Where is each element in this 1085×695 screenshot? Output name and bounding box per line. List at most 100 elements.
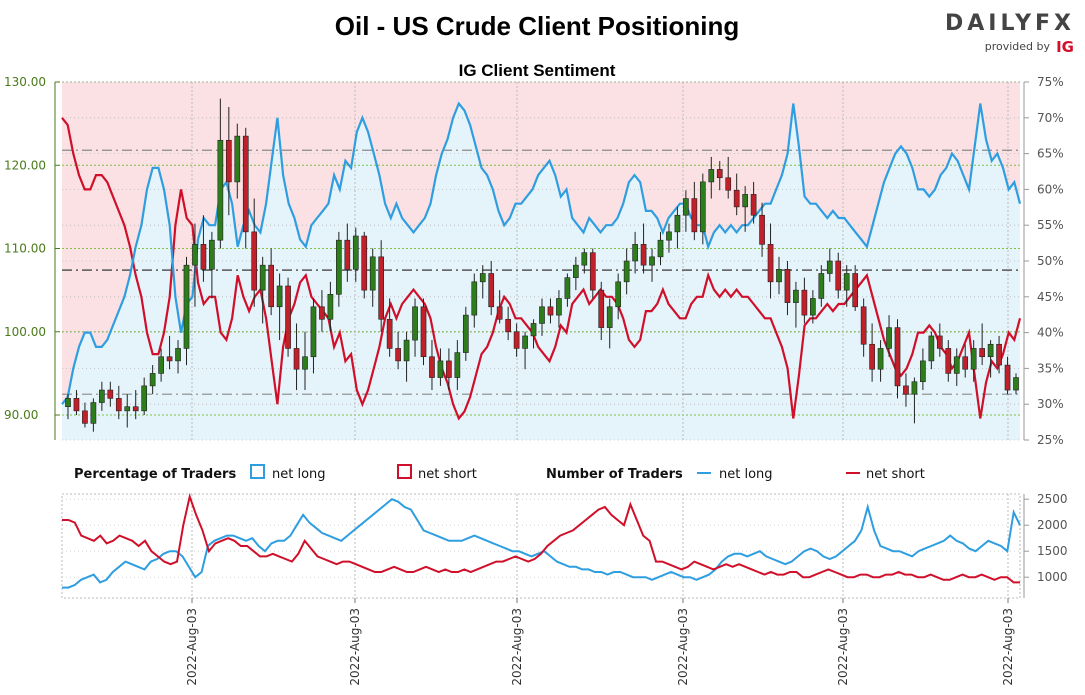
candle-body [539,306,545,324]
candle-body [945,348,952,374]
candle-body [420,306,427,358]
date-tick-label: 2022-Aug-03 [510,608,524,686]
legend-pct-long-label: net long [272,467,326,482]
candle-body [936,335,943,349]
candle [327,281,334,332]
candle-body [589,252,596,291]
candle-body [225,139,232,183]
legend-pct-short-label: net short [418,467,477,482]
candle [640,223,647,274]
candle [708,156,715,199]
candle [479,265,486,299]
candle [877,340,884,382]
candle-body [970,348,977,370]
candle-body [65,398,71,407]
candle-body [412,306,418,341]
count-tick-label: 2000 [1037,518,1068,532]
candle-body [505,318,511,333]
candle-body [657,239,664,258]
candle [759,202,765,257]
candle-body [556,298,562,316]
candle-body [911,381,918,395]
candle-body [327,294,334,320]
candle [615,273,622,320]
candle [496,290,503,324]
date-tick-label: 2022-Aug-03 [1001,608,1015,686]
candle [826,248,833,282]
candle [742,186,748,232]
candle [488,261,495,316]
candle-body [251,231,258,291]
candle [589,248,596,299]
candle [471,273,478,328]
candle-body [649,256,655,266]
candle [573,256,579,291]
candle [209,231,215,299]
candle-body [115,398,122,412]
legend-pct-heading: Percentage of Traders [74,467,236,482]
candle-body [352,235,359,270]
candle-body [632,244,638,262]
candle-body [268,264,274,308]
candle-body [615,281,622,308]
net-long-area [62,103,1020,440]
candle-body [564,277,571,299]
candle [623,248,630,295]
candle-body [691,198,698,233]
candle-body [835,260,842,291]
candle-body [319,306,325,320]
legend-pct-short-swatch [397,464,412,479]
candle-body [175,348,181,362]
candle-body [869,343,875,370]
candle-body [259,264,266,291]
candle-body [699,181,706,233]
pct-tick-label: 65% [1037,147,1064,161]
date-axis: 2022-Aug-03 2022-Aug-03 2022-Aug-03 2022-Au… [185,598,1015,686]
candle-body [581,252,588,266]
candle-body [987,343,994,358]
pct-tick-label: 25% [1037,433,1064,447]
candle [158,348,164,382]
candle [598,281,605,341]
candle-body [429,356,435,378]
candle-body [962,356,969,370]
candle [268,248,274,316]
candle-body [132,406,139,412]
candle-body [378,256,385,320]
price-sentiment-panel: 90.00 100.00 110.00 120.00 130.00 25% 30% 35% 40… [4,75,1064,447]
candle-body [369,256,376,291]
candle [606,298,613,349]
candle [462,306,469,361]
candle-body [310,306,317,358]
pct-tick-label: 75% [1037,75,1064,89]
candle [251,198,258,307]
candle-body [437,360,444,378]
candle [945,340,952,382]
candle-body [894,327,901,387]
candle-body [860,306,867,345]
pct-tick-label: 60% [1037,182,1064,196]
candle [522,331,528,370]
candle [403,331,410,382]
candle [386,298,393,357]
candle [99,381,105,411]
pct-tick-label: 35% [1037,361,1064,375]
traders-lines [62,492,1021,589]
candle-body [124,406,131,412]
candle-body [606,306,613,328]
legend-num-short-label: net short [866,467,925,482]
legend-num-long-label: net long [719,467,773,482]
candle-body [877,348,884,370]
candle-body [462,314,469,353]
candle [699,173,706,245]
candle-body [149,373,156,387]
candle-body [141,385,148,412]
candle-body [107,389,114,399]
candle-body [361,235,368,291]
candle [556,290,562,328]
candle [818,265,825,307]
candle [124,394,131,428]
candle-body [200,244,207,270]
candle-body [471,281,478,316]
bottom-frame [61,493,1021,599]
